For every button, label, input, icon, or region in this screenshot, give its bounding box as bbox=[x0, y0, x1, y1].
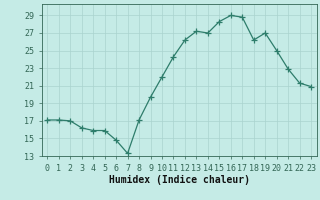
X-axis label: Humidex (Indice chaleur): Humidex (Indice chaleur) bbox=[109, 175, 250, 185]
